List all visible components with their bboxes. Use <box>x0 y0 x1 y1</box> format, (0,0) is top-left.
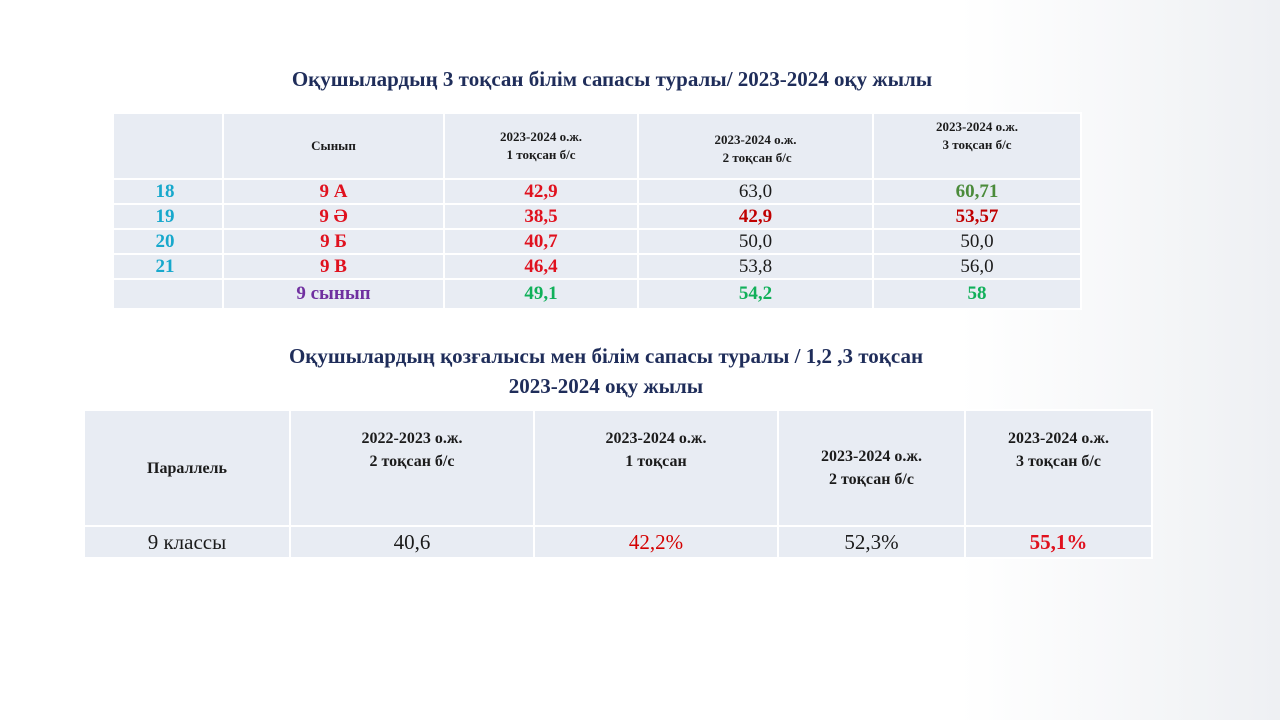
parallel-name: 9 классы <box>83 525 291 559</box>
header-q3-label: 3 тоқсан б/с <box>1016 453 1101 470</box>
header-prev-year-year: 2022-2023 о.ж. <box>361 430 463 447</box>
header-cell-q1: 2023-2024 о.ж. 1 тоқсан <box>533 409 779 527</box>
header-q3-label: 3 тоқсан б/с <box>942 137 1012 152</box>
q3-value: 50,0 <box>872 228 1082 255</box>
table-row: 19 9 Ә 38,5 42,9 53,57 <box>112 203 1082 230</box>
q3-value: 56,0 <box>872 253 1082 280</box>
header-cell-q2: 2023-2024 о.ж. 2 тоқсан б/с <box>777 409 966 527</box>
header-q1-label: 1 тоқсан <box>625 453 687 470</box>
section-title-line1: Оқушылардың қозғалысы мен білім сапасы т… <box>288 344 924 368</box>
movement-quality-table: Параллель 2022-2023 о.ж. 2 тоқсан б/с 20… <box>83 409 1153 559</box>
total-q1-value: 49,1 <box>443 278 639 310</box>
class-name: 9 Б <box>222 228 445 255</box>
header-prev-year-label: 2 тоқсан б/с <box>369 453 455 470</box>
q2-value: 63,0 <box>637 178 874 205</box>
header-cell-number <box>112 112 224 180</box>
header-cell-q3: 2023-2024 о.ж. 3 тоқсан б/с <box>872 112 1082 180</box>
row-number: 21 <box>112 253 224 280</box>
row-number: 18 <box>112 178 224 205</box>
row-number: 19 <box>112 203 224 230</box>
slide-title: Оқушылардың 3 тоқсан білім сапасы туралы… <box>291 67 933 91</box>
header-cell-prev-year: 2022-2023 о.ж. 2 тоқсан б/с <box>289 409 535 527</box>
total-row: 9 сынып 49,1 54,2 58 <box>112 278 1082 310</box>
q2-value: 42,9 <box>637 203 874 230</box>
class-name: 9 А <box>222 178 445 205</box>
header-cell-q2: 2023-2024 о.ж. 2 тоқсан б/с <box>637 112 874 180</box>
class-name: 9 В <box>222 253 445 280</box>
header-parallel-label: Параллель <box>147 459 227 477</box>
total-q2-value: 54,2 <box>637 278 874 310</box>
table-row: 21 9 В 46,4 53,8 56,0 <box>112 253 1082 280</box>
q1-value: 46,4 <box>443 253 639 280</box>
header-q2-label: 2 тоқсан б/с <box>829 471 914 488</box>
table-header-row: Сынып 2023-2024 о.ж. 1 тоқсан б/с 2023-2… <box>112 112 1082 180</box>
q2-value: 50,0 <box>637 228 874 255</box>
q2-value: 53,8 <box>637 253 874 280</box>
q1-percent-value: 42,2% <box>533 525 779 559</box>
header-q2-year: 2023-2024 о.ж. <box>821 448 922 465</box>
q3-percent-value: 55,1% <box>964 525 1153 559</box>
q2-percent-value: 52,3% <box>777 525 966 559</box>
total-class-name: 9 сынып <box>222 278 445 310</box>
header-q2-year: 2023-2024 о.ж. <box>714 132 797 147</box>
total-q3-value: 58 <box>872 278 1082 310</box>
q1-value: 42,9 <box>443 178 639 205</box>
table-row: 18 9 А 42,9 63,0 60,71 <box>112 178 1082 205</box>
header-q3-year: 2023-2024 о.ж. <box>935 119 1018 134</box>
header-class-label: Сынып <box>311 138 356 153</box>
table-header-row: Параллель 2022-2023 о.ж. 2 тоқсан б/с 20… <box>83 409 1153 527</box>
header-q1-label: 1 тоқсан б/с <box>506 147 576 162</box>
q3-value: 60,71 <box>872 178 1082 205</box>
section-title: Оқушылардың қозғалысы мен білім сапасы т… <box>0 341 1212 401</box>
q3-value: 53,57 <box>872 203 1082 230</box>
table-row: 9 классы 40,6 42,2% 52,3% 55,1% <box>83 525 1153 559</box>
prev-year-value: 40,6 <box>289 525 535 559</box>
header-cell-q3: 2023-2024 о.ж. 3 тоқсан б/с <box>964 409 1153 527</box>
row-number: 20 <box>112 228 224 255</box>
q1-value: 38,5 <box>443 203 639 230</box>
header-cell-q1: 2023-2024 о.ж. 1 тоқсан б/с <box>443 112 639 180</box>
header-q1-year: 2023-2024 о.ж. <box>605 430 707 447</box>
total-row-number <box>112 278 224 310</box>
header-q2-label: 2 тоқсан б/с <box>719 150 792 165</box>
section-title-line2: 2023-2024 оқу жылы <box>508 374 704 398</box>
header-q3-year: 2023-2024 о.ж. <box>1008 430 1109 447</box>
table-row: 20 9 Б 40,7 50,0 50,0 <box>112 228 1082 255</box>
header-q1-year: 2023-2024 о.ж. <box>499 129 582 144</box>
header-cell-parallel: Параллель <box>83 409 291 527</box>
quarter-quality-table: Сынып 2023-2024 о.ж. 1 тоқсан б/с 2023-2… <box>112 112 1082 310</box>
header-cell-class: Сынып <box>222 112 445 180</box>
q1-value: 40,7 <box>443 228 639 255</box>
class-name: 9 Ә <box>222 203 445 230</box>
